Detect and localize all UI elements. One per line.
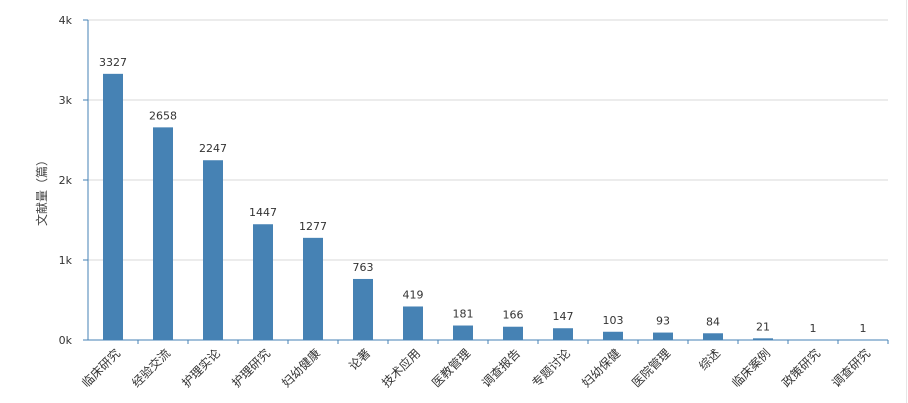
axes bbox=[83, 19, 889, 344]
bar bbox=[103, 73, 123, 340]
data-label: 181 bbox=[453, 308, 474, 321]
bar bbox=[453, 325, 473, 340]
data-label: 1277 bbox=[299, 220, 327, 233]
data-label: 419 bbox=[403, 288, 424, 301]
x-tick-label: 医教管理 bbox=[429, 346, 474, 391]
data-label: 93 bbox=[656, 315, 670, 328]
y-tick-label: 2k bbox=[59, 174, 73, 187]
bar bbox=[653, 332, 673, 340]
bar bbox=[503, 326, 523, 340]
data-label: 1 bbox=[810, 322, 817, 335]
y-axis-label: 文献量（篇） bbox=[34, 154, 49, 226]
bar bbox=[203, 160, 223, 340]
bars bbox=[103, 73, 873, 340]
x-tick-label: 妇幼保健 bbox=[579, 346, 623, 390]
x-tick-label: 政策研究 bbox=[779, 346, 824, 391]
bar bbox=[753, 338, 773, 340]
bar bbox=[603, 331, 623, 340]
data-label: 21 bbox=[756, 320, 770, 333]
data-label: 147 bbox=[553, 310, 574, 323]
data-label: 166 bbox=[503, 309, 524, 322]
x-tick-label: 论著 bbox=[346, 346, 373, 373]
x-tick-label: 技术应用 bbox=[379, 346, 424, 391]
x-tick-label: 临床案例 bbox=[729, 346, 774, 391]
x-tick-label: 妇幼健康 bbox=[279, 346, 324, 391]
bar bbox=[353, 278, 373, 340]
y-tick-label: 4k bbox=[59, 14, 73, 27]
bar bbox=[153, 127, 173, 340]
y-tick-labels: 0k 1k 2k 3k 4k bbox=[59, 14, 73, 347]
bar bbox=[553, 328, 573, 340]
data-label: 3327 bbox=[99, 56, 127, 69]
x-tick-label: 调查研究 bbox=[829, 346, 874, 391]
data-label: 763 bbox=[353, 261, 374, 274]
x-tick-label: 临床研究 bbox=[79, 346, 124, 391]
bar bbox=[303, 237, 323, 340]
data-label: 103 bbox=[603, 314, 624, 327]
y-tick-label: 3k bbox=[59, 94, 73, 107]
data-label: 2247 bbox=[199, 142, 227, 155]
right-divider bbox=[906, 0, 907, 403]
data-label: 84 bbox=[706, 315, 720, 328]
data-labels: 3327 2658 2247 1447 1277 763 419 181 166 147 103 93… bbox=[99, 56, 867, 335]
bar bbox=[403, 306, 423, 340]
data-label: 1 bbox=[860, 322, 867, 335]
y-tick-label: 0k bbox=[59, 334, 73, 347]
x-tick-labels: 临床研究 经验交流 护理实论 护理研究 妇幼健康 论著 技术应用 医教管理 调查报告 专题讨论 妇幼… bbox=[79, 346, 874, 391]
x-tick-label: 护理研究 bbox=[229, 346, 274, 391]
bar bbox=[253, 224, 273, 340]
x-tick-label: 经验交流 bbox=[129, 346, 174, 391]
x-tick-label: 护理实论 bbox=[179, 346, 224, 391]
x-tick-label: 医院管理 bbox=[629, 346, 674, 391]
x-tick-label: 调查报告 bbox=[479, 346, 524, 391]
x-tick-label: 综述 bbox=[696, 346, 723, 373]
x-tick-label: 专题讨论 bbox=[529, 346, 574, 391]
data-label: 1447 bbox=[249, 206, 277, 219]
y-tick-label: 1k bbox=[59, 254, 73, 267]
bar bbox=[703, 333, 723, 340]
data-label: 2658 bbox=[149, 109, 177, 122]
